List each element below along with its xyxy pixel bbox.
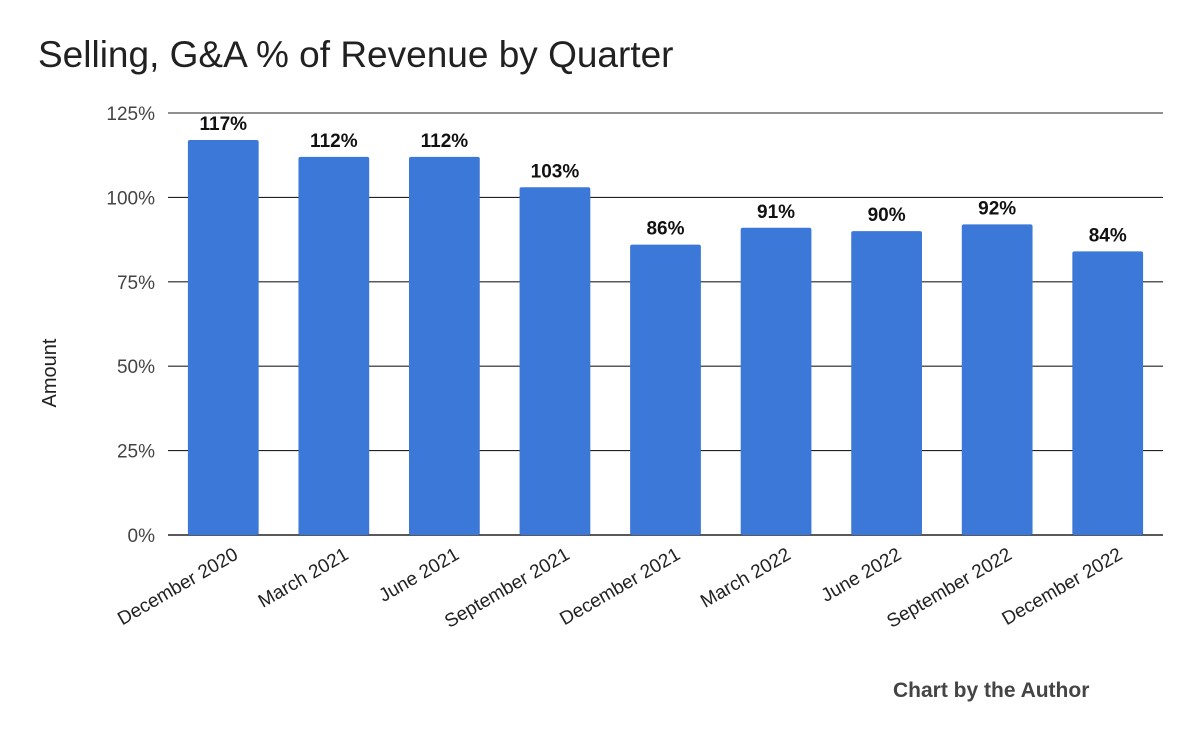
chart-title: Selling, G&A % of Revenue by Quarter — [38, 34, 674, 75]
y-tick-label: 0% — [128, 526, 156, 547]
bars — [187, 140, 1144, 535]
chart-credit: Chart by the Author — [893, 679, 1090, 702]
bar — [187, 140, 259, 535]
x-tick-label: September 2022 — [883, 544, 1015, 632]
bar — [298, 156, 370, 535]
x-tick-label: June 2021 — [376, 544, 463, 607]
data-label-halo: 103% — [531, 161, 580, 182]
data-label: 112% — [310, 131, 358, 152]
y-tick-label: 100% — [106, 188, 155, 209]
bar — [851, 231, 922, 535]
y-tick-label: 50% — [117, 357, 155, 378]
data-label-halo: 112% — [310, 131, 358, 152]
x-tick-label: March 2022 — [697, 544, 794, 612]
data-label-halo: 92% — [978, 198, 1016, 219]
data-label: 84% — [1089, 225, 1127, 246]
data-label-halo: 112% — [421, 131, 469, 152]
data-labels: 117%117%112%112% 112%112%103%103%86%86%91… — [198, 112, 1129, 248]
data-label: 117% — [200, 114, 248, 135]
data-label: 92% — [978, 198, 1016, 219]
x-tick-label: December 2022 — [999, 544, 1127, 630]
data-label: 103% — [531, 161, 580, 182]
x-tick-label: March 2021 — [255, 544, 352, 612]
bar — [1072, 251, 1144, 535]
data-label-halo: 91% — [757, 202, 795, 223]
data-label-halo: 84% — [1089, 225, 1127, 246]
data-label: 112% — [421, 131, 469, 152]
data-label-halo: 117% — [200, 114, 248, 135]
bar — [519, 187, 591, 535]
y-tick-label: 125% — [106, 104, 155, 125]
x-tick-label: June 2022 — [818, 544, 905, 607]
y-tick-label: 25% — [117, 442, 155, 463]
x-tick-label: December 2020 — [114, 544, 242, 630]
data-label: 86% — [646, 219, 684, 240]
bar — [409, 156, 480, 535]
bar — [961, 224, 1033, 535]
data-label: 91% — [757, 202, 795, 223]
data-label-halo: 90% — [868, 205, 906, 226]
x-tick-label: December 2021 — [556, 544, 684, 630]
bar — [630, 244, 701, 535]
data-label: 90% — [868, 205, 906, 226]
data-label-halo: 86% — [646, 219, 684, 240]
y-axis-ticks: 0% 25% 50% 75% 100% 125% — [106, 104, 155, 547]
x-tick-label: September 2021 — [441, 544, 573, 632]
y-tick-label: 75% — [117, 273, 155, 294]
y-axis-title: Amount — [39, 338, 61, 407]
bar — [740, 227, 812, 535]
x-axis-categories: December 2020 March 2021 June 2021Septembe… — [114, 544, 1126, 632]
